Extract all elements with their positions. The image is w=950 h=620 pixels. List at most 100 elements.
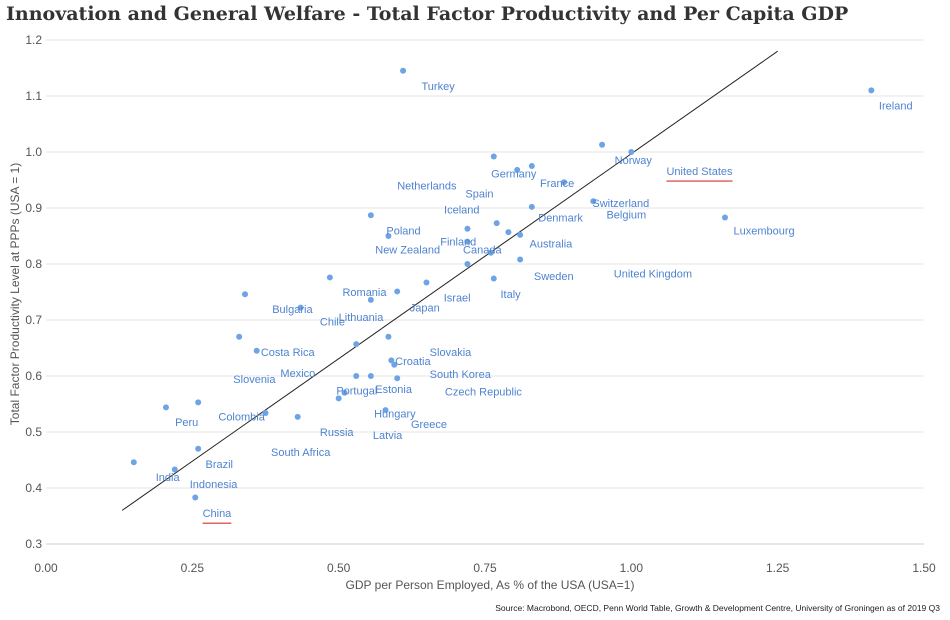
point-label: Norway	[615, 155, 653, 167]
data-point	[493, 220, 500, 227]
chart-title: Innovation and General Welfare - Total F…	[6, 3, 849, 25]
data-point	[394, 375, 401, 382]
point-label: Italy	[501, 289, 522, 301]
y-axis-label: Total Factor Productivity Level at PPPs …	[8, 163, 22, 425]
x-tick-label: 1.25	[766, 561, 790, 575]
point-label: Belgium	[606, 210, 646, 222]
data-point	[528, 203, 535, 210]
data-point	[599, 141, 606, 148]
point-label: Canada	[463, 244, 502, 256]
point-label: Turkey	[421, 81, 455, 93]
source-note: Source: Macrobond, OECD, Penn World Tabl…	[495, 603, 940, 613]
data-point	[297, 304, 304, 311]
data-point	[382, 407, 389, 414]
data-point	[721, 214, 728, 221]
point-label: Chile	[320, 317, 345, 329]
data-point	[514, 166, 521, 173]
data-point	[391, 361, 398, 368]
point-label: Greece	[411, 419, 447, 431]
data-point	[262, 409, 269, 416]
data-point	[353, 373, 360, 379]
x-axis-label: GDP per Person Employed, As % of the USA…	[346, 578, 635, 592]
point-label: Russia	[320, 427, 355, 439]
data-point	[528, 163, 535, 169]
point-label: Switzerland	[592, 198, 649, 210]
data-point	[353, 341, 360, 348]
point-label: Australia	[529, 238, 573, 250]
point-label: Israel	[444, 293, 471, 305]
point-label: Germany	[491, 168, 537, 180]
point-label: Indonesia	[190, 479, 239, 491]
point-label: Hungary	[374, 409, 416, 421]
point-label: Portugal	[336, 386, 377, 398]
point-label: Japan	[410, 303, 440, 315]
data-point	[192, 494, 199, 501]
x-tick-label: 0.50	[327, 561, 351, 575]
data-point	[130, 459, 137, 466]
data-point	[464, 261, 471, 267]
point-label: Finland	[440, 237, 476, 249]
data-point	[195, 399, 202, 406]
data-point	[464, 225, 471, 232]
data-point	[294, 413, 301, 420]
y-tick-label: 0.8	[25, 257, 42, 271]
data-points	[130, 67, 875, 501]
point-label: Iceland	[444, 205, 479, 217]
trendline-group	[121, 50, 778, 511]
point-label: South Africa	[271, 447, 331, 459]
data-point	[394, 288, 401, 295]
point-label: India	[156, 472, 181, 484]
point-label: Sweden	[534, 271, 574, 283]
data-point	[517, 256, 524, 263]
axes: 0.3 0.4 0.5 0.6 0.7 0.8 0.9 1.0 1.1 1.2 0.00 0.25 0.…	[25, 33, 936, 575]
data-point	[162, 404, 169, 411]
y-tick-label: 1.0	[25, 145, 42, 159]
point-label: Spain	[465, 188, 493, 200]
y-tick-label: 0.4	[25, 481, 42, 495]
data-point	[341, 389, 348, 396]
data-point	[505, 229, 512, 236]
data-point	[400, 67, 407, 74]
y-tick-label: 1.1	[25, 89, 42, 103]
data-point	[490, 153, 497, 160]
point-label: Slovakia	[430, 347, 472, 359]
point-label: United States	[666, 166, 733, 178]
y-tick-label: 0.6	[25, 369, 42, 383]
data-point	[561, 179, 568, 186]
data-point	[367, 373, 374, 379]
point-label: Peru	[175, 417, 198, 429]
data-point	[242, 291, 249, 298]
point-label: Czech Republic	[445, 387, 523, 399]
data-point	[171, 466, 178, 473]
x-tick-label: 0.00	[34, 561, 58, 575]
data-point	[464, 238, 471, 245]
point-label: Estonia	[375, 384, 413, 396]
point-label: Colombia	[218, 411, 265, 423]
x-tick-label: 1.50	[912, 561, 936, 575]
x-tick-label: 1.00	[620, 561, 644, 575]
x-tick-label: 0.75	[473, 561, 497, 575]
data-point	[367, 212, 374, 219]
point-label: Bulgaria	[272, 304, 313, 316]
point-label: Poland	[386, 225, 420, 237]
y-tick-label: 0.5	[25, 425, 42, 439]
data-point	[385, 233, 392, 239]
point-label: Latvia	[373, 430, 403, 442]
data-point	[326, 274, 333, 281]
point-label: South Korea	[430, 369, 492, 381]
point-label: Denmark	[538, 213, 583, 225]
data-point	[490, 275, 497, 282]
data-point	[487, 249, 494, 256]
data-point	[367, 296, 374, 303]
data-point	[236, 333, 243, 340]
data-point	[335, 395, 342, 402]
data-point	[868, 87, 875, 94]
y-tick-label: 0.7	[25, 313, 42, 327]
point-label: Netherlands	[397, 181, 457, 193]
point-label: France	[540, 178, 574, 190]
point-label: Costa Rica	[261, 347, 316, 359]
data-point	[195, 445, 202, 452]
data-point	[388, 357, 395, 364]
